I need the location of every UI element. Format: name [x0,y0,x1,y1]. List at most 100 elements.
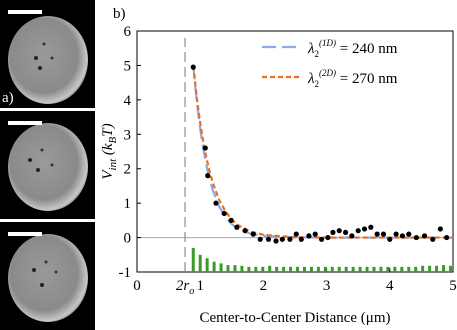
x-tick-label: 3 [323,278,331,294]
histogram-bar [205,258,209,272]
histogram-bar [268,265,272,272]
histogram-bar [386,266,390,272]
y-tick-label: 5 [124,58,132,74]
data-point [336,228,342,234]
legend-rest: = 270 nm [336,71,398,87]
x-tick-label: 0 [133,278,141,294]
histogram-bar [219,263,223,272]
y-axis-label-part: V [100,169,116,180]
data-point [205,173,211,179]
micrographs: a) [0,0,95,330]
x-tick-label: 2 [260,278,268,294]
histogram-bar [448,265,452,272]
y-axis-label-part: T) [100,123,116,136]
histogram-bar [330,266,334,272]
histogram-bar [296,266,300,272]
data-point [325,234,331,241]
histogram-bar [282,266,286,272]
histogram-bar [393,266,397,272]
data-point [242,228,248,234]
histogram-bar [442,265,446,272]
histogram-bar [337,266,341,272]
data-point [221,210,227,217]
x-axis-label: Center-to-Center Distance (μm) [199,310,390,326]
data-point [330,229,336,236]
x-tick-label: 5 [449,278,457,294]
legend-symbol: λ [307,41,315,57]
y-tick-label: 2 [124,162,132,178]
histogram-bar [407,266,411,272]
fit-line [192,65,453,239]
data-point [393,231,399,237]
cell [8,123,88,211]
histogram-bar [414,266,418,272]
histogram-bar [400,266,404,272]
histogram-bar [302,266,306,272]
histogram-bar [421,265,425,272]
data-point [374,231,380,237]
x-tick-label: 1 [196,278,204,294]
legend-label: λ2(1D) = 240 nm [307,38,398,59]
histogram-bar [435,265,439,272]
histogram-bar [212,261,216,272]
y-axis-label: Vint (kBT) [100,123,119,179]
histogram-bar [191,247,195,272]
data-point [306,233,312,239]
data-point [287,236,293,242]
y-tick-label: 3 [124,127,132,143]
y-tick-label: 0 [124,231,132,247]
legend-rest: = 240 nm [336,41,398,57]
legend-sup: (1D) [319,38,336,48]
y-tick-label: 1 [124,196,132,212]
data-point [190,64,196,70]
data-point [361,226,368,232]
data-point [273,238,279,244]
panel-label: b) [113,6,126,22]
y-axis-label-part: (k [100,143,116,159]
y-tick-label: 6 [124,24,132,40]
histogram-bar [233,265,237,272]
histogram-bar [309,266,313,272]
histogram-bar [351,266,355,272]
y-tick-label: 4 [124,93,132,109]
data-point [342,229,349,236]
data-point [406,231,412,237]
y-axis-label-part: B [107,136,119,143]
histogram-bar [372,266,376,272]
data-point [380,231,387,237]
data-point [355,228,361,234]
y-axis-label-part: int [107,158,119,171]
data-point [228,217,234,223]
data-point [444,234,450,241]
histogram-bar [254,266,258,272]
data-point [421,233,428,239]
cell [8,234,88,322]
panel-label: a) [2,90,14,106]
plot-frame [136,30,454,273]
histogram-bar [316,266,320,272]
data-point [279,236,285,242]
data-point [202,145,208,151]
legend-label: λ2(2D) = 270 nm [307,68,398,89]
cell [8,16,88,104]
histogram-bar [261,266,265,272]
data-point [430,236,436,242]
histogram-bar [247,266,251,272]
data-point [234,224,240,230]
histogram-bar [289,266,293,272]
scale-bar [8,10,42,14]
fit-line [192,65,453,239]
histogram-bar [428,265,432,272]
contact-label: 2ro [176,278,194,297]
data-point [265,236,272,242]
histogram-bar [240,265,244,272]
contact-label-sub: o [189,286,194,297]
data-point [293,231,299,237]
scale-bar [8,232,42,236]
data-point [250,231,256,237]
data-point [349,233,355,239]
data-point [312,231,318,237]
histogram-bar [344,266,348,272]
contact-label-main: 2r [176,278,190,294]
